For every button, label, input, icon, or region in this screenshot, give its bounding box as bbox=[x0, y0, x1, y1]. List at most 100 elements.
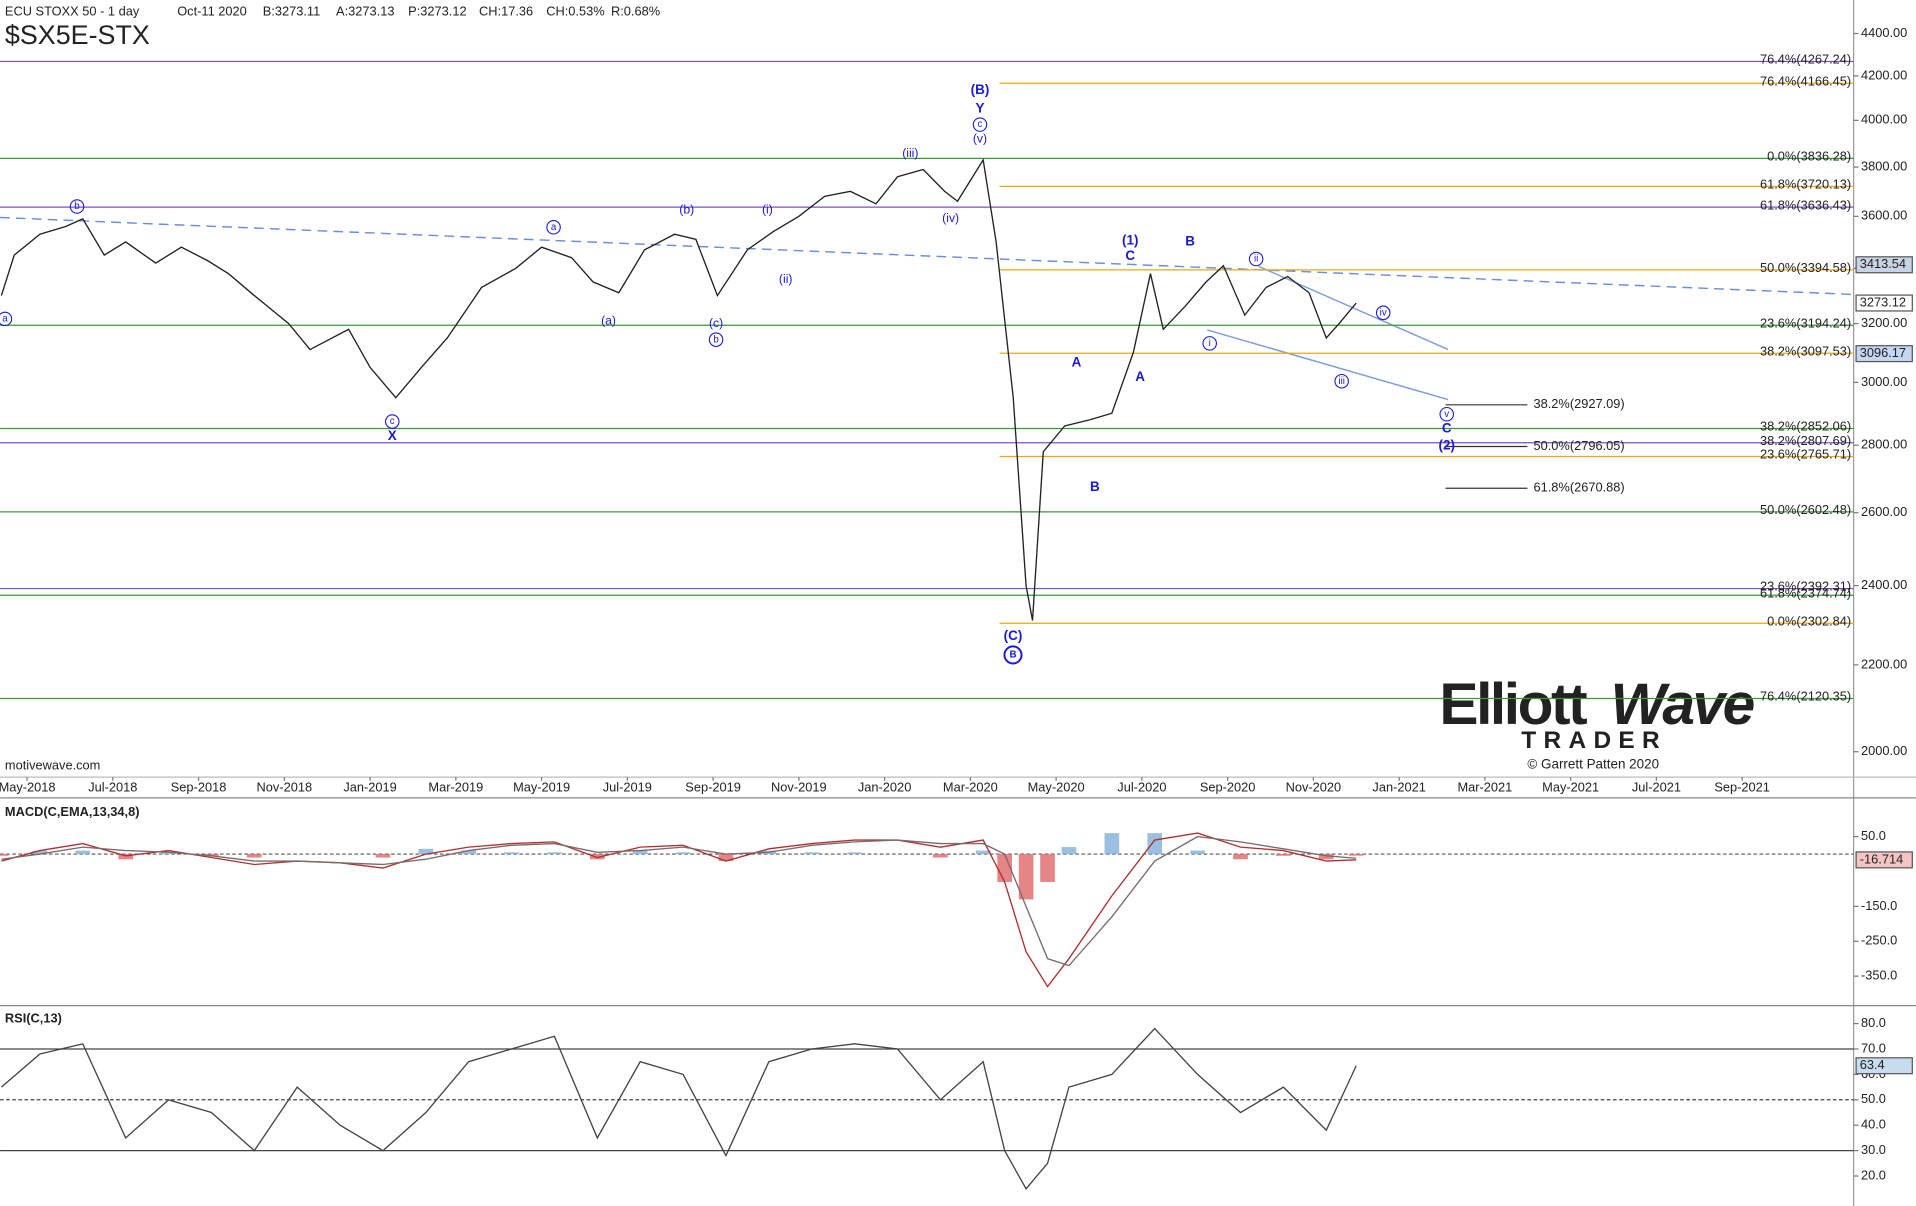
x-tick-label: Mar-2021 bbox=[1457, 780, 1512, 795]
quote-field: A:3273.13 bbox=[336, 4, 394, 19]
histogram-bar bbox=[1040, 854, 1055, 882]
x-tick-label: Mar-2019 bbox=[428, 780, 483, 795]
x-tick-label: Nov-2018 bbox=[257, 780, 313, 795]
macd-line bbox=[1, 832, 1357, 988]
fib-label: 61.8%(3636.43) bbox=[1760, 197, 1851, 212]
value-marker-label: 63.4 bbox=[1860, 1057, 1885, 1072]
wave-circle bbox=[972, 117, 988, 132]
histogram-bar bbox=[1276, 854, 1291, 856]
y-tick-label: 3800.00 bbox=[1861, 158, 1907, 173]
fib-label: 38.2%(2927.09) bbox=[1534, 396, 1625, 411]
wave-label: B bbox=[1090, 479, 1100, 494]
symbol: $SX5E-STX bbox=[5, 20, 150, 50]
price-line bbox=[0, 158, 1357, 621]
fib-label: 61.8%(2374.74) bbox=[1760, 585, 1851, 600]
histogram-bar bbox=[804, 852, 820, 855]
wave-label: (C) bbox=[1004, 628, 1023, 643]
wave-label: a bbox=[2, 313, 8, 324]
value-marker-label: 3096.17 bbox=[1860, 345, 1906, 360]
histogram-bar bbox=[375, 854, 391, 858]
wave-label: X bbox=[388, 428, 397, 443]
quote-field: B:3273.11 bbox=[263, 4, 320, 19]
fib-label: 76.4%(2120.35) bbox=[1760, 689, 1851, 704]
fib-label: 23.6%(2392.31) bbox=[1760, 579, 1851, 594]
x-tick-label: Nov-2020 bbox=[1286, 780, 1342, 795]
wave-circle bbox=[1439, 406, 1455, 422]
wave-label: A bbox=[1135, 369, 1145, 384]
fib-label: 61.8%(2670.88) bbox=[1534, 480, 1625, 495]
histogram-bar bbox=[1190, 850, 1205, 855]
value-marker bbox=[1855, 256, 1913, 274]
wave-circle bbox=[708, 332, 724, 347]
value-marker-label: 3273.12 bbox=[1860, 294, 1906, 309]
wave-label: B bbox=[1009, 650, 1016, 661]
fib-label: 76.4%(4267.24) bbox=[1760, 52, 1851, 67]
value-marker bbox=[1855, 345, 1913, 363]
y-tick-label: 30.0 bbox=[1861, 1142, 1886, 1157]
y-tick-label: -250.0 bbox=[1861, 933, 1897, 948]
wave-label: (ii) bbox=[779, 272, 793, 286]
histogram-bar bbox=[32, 850, 48, 855]
wave-label: C bbox=[1442, 420, 1452, 435]
histogram-bar bbox=[1018, 854, 1034, 900]
fib-label: 38.2%(2852.06) bbox=[1760, 419, 1851, 434]
logo: Elliott bbox=[1439, 672, 1587, 737]
fib-label: 38.2%(2807.69) bbox=[1760, 433, 1851, 448]
histogram-bar bbox=[1104, 833, 1120, 855]
wave-label: ii bbox=[1254, 254, 1258, 265]
histogram-bar bbox=[718, 854, 734, 862]
wave-label: (b) bbox=[679, 202, 694, 216]
x-tick-label: Sep-2020 bbox=[1200, 780, 1256, 795]
x-tick-label: Jul-2020 bbox=[1117, 780, 1166, 795]
wave-label: (c) bbox=[709, 316, 723, 330]
value-marker bbox=[1855, 294, 1913, 312]
wave-label: iv bbox=[1380, 307, 1387, 318]
value-marker-label: 3413.54 bbox=[1860, 256, 1906, 271]
fib-label: 0.0%(3836.28) bbox=[1767, 149, 1851, 164]
x-tick-label: May-2018 bbox=[0, 780, 56, 795]
wave-circle bbox=[69, 199, 85, 214]
histogram-bar bbox=[1318, 854, 1334, 860]
y-tick-label: 50.0 bbox=[1861, 828, 1886, 843]
wave-circle bbox=[1334, 373, 1349, 389]
histogram-bar bbox=[975, 850, 991, 855]
wave-circle bbox=[1375, 305, 1391, 321]
histogram-bar bbox=[847, 852, 862, 855]
fib-label: 50.0%(3394.58) bbox=[1760, 260, 1851, 275]
panel-title: RSI(C,13) bbox=[5, 1010, 62, 1025]
y-tick-label: 2600.00 bbox=[1861, 504, 1907, 519]
histogram-bar bbox=[161, 852, 176, 855]
wave-circle bbox=[1003, 645, 1023, 665]
wave-circle bbox=[0, 311, 13, 327]
histogram-bar bbox=[1233, 854, 1248, 860]
histogram-bar bbox=[246, 854, 262, 858]
histogram-bar bbox=[547, 852, 562, 855]
x-tick-label: Mar-2020 bbox=[943, 780, 998, 795]
y-tick-label: 20.0 bbox=[1861, 1167, 1886, 1182]
fib-label: 61.8%(3720.13) bbox=[1760, 177, 1851, 192]
wave-label: (v) bbox=[973, 132, 987, 146]
chart-title: ECU STOXX 50 - 1 day bbox=[5, 4, 140, 19]
x-tick-label: May-2021 bbox=[1542, 780, 1599, 795]
y-tick-label: 4200.00 bbox=[1861, 67, 1907, 82]
histogram-bar bbox=[418, 848, 434, 855]
fib-label: 50.0%(2796.05) bbox=[1534, 438, 1625, 453]
wave-label: B bbox=[1185, 233, 1195, 248]
histogram-bar bbox=[589, 854, 605, 860]
x-tick-label: Nov-2019 bbox=[771, 780, 827, 795]
trend-line bbox=[1258, 265, 1449, 351]
x-tick-label: Jul-2018 bbox=[88, 780, 137, 795]
wave-label: A bbox=[1072, 354, 1082, 369]
wave-label: (1) bbox=[1122, 232, 1138, 247]
wave-label: (2) bbox=[1439, 438, 1455, 453]
quote-field: CH:17.36 bbox=[479, 4, 533, 19]
x-tick-label: Sep-2019 bbox=[685, 780, 741, 795]
y-tick-label: 70.0 bbox=[1861, 1040, 1886, 1055]
y-tick-label: 80.0 bbox=[1861, 1015, 1886, 1030]
x-tick-label: Sep-2021 bbox=[1714, 780, 1770, 795]
histogram-bar bbox=[75, 850, 91, 855]
histogram-bar bbox=[1348, 854, 1364, 856]
fib-label: 23.6%(3194.24) bbox=[1760, 315, 1851, 330]
wave-circle bbox=[1248, 251, 1264, 267]
